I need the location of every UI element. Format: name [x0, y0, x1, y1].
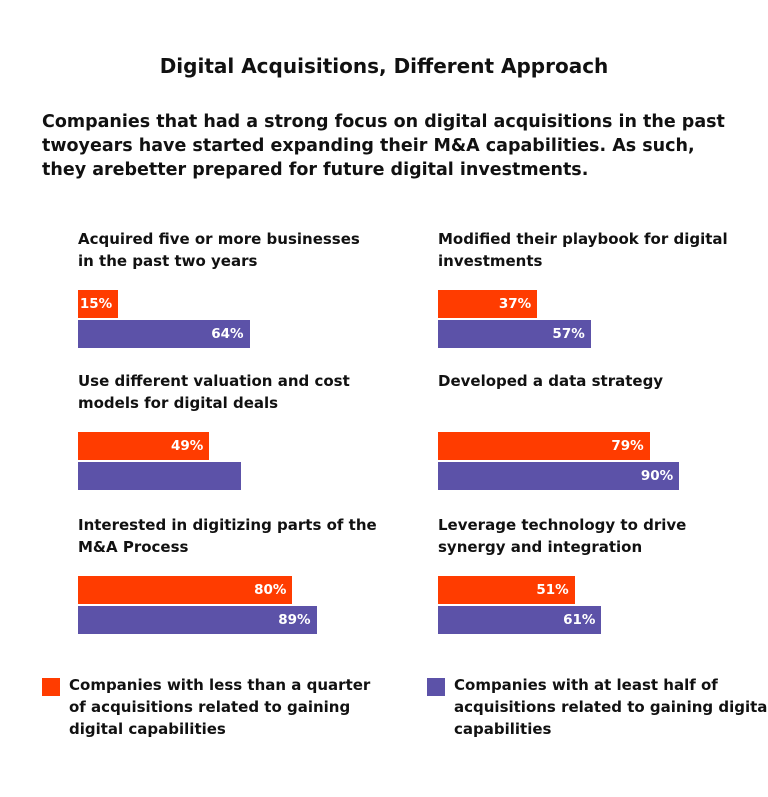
value-label: 89%: [278, 612, 311, 628]
chart-title: Digital Acquisitions, Different Approach: [159, 54, 609, 78]
legend-swatch: [42, 678, 60, 696]
bar: 57%: [438, 320, 591, 348]
panel-title: Interested in digitizing parts of the M&…: [78, 516, 377, 556]
bar: 80%: [78, 576, 293, 604]
bar: 61%: [438, 606, 602, 634]
bar: 89%: [78, 606, 317, 634]
value-label: 15%: [79, 296, 113, 312]
panel-title: Acquired five or more businesses in the …: [78, 230, 360, 270]
legend-label: Companies with less than a quarter of ac…: [69, 676, 371, 738]
panel-title: Modified their playbook for digital inve…: [438, 230, 728, 270]
bar: 79%: [438, 432, 650, 460]
legend-label: Companies with at least half of acquisit…: [454, 676, 768, 738]
value-label: 79%: [611, 438, 644, 454]
bar: 90%: [438, 462, 680, 490]
value-label: 64%: [211, 326, 244, 342]
legend-swatch: [427, 678, 445, 696]
bar: [78, 462, 242, 490]
bar: 37%: [438, 290, 538, 318]
panel-title: Leverage technology to drive synergy and…: [438, 516, 687, 556]
value-label: 61%: [563, 612, 596, 628]
bar: 64%: [78, 320, 250, 348]
chart-subtitle: Companies that had a strong focus on dig…: [42, 112, 725, 180]
value-label: 49%: [170, 438, 204, 454]
value-label: 51%: [536, 582, 569, 598]
panel-title: Use different valuation and cost models …: [78, 372, 350, 412]
value-label: 57%: [552, 326, 585, 342]
bar: 49%: [78, 432, 210, 460]
bar: 15%: [78, 290, 119, 318]
value-label: 80%: [254, 582, 287, 598]
value-label: 37%: [498, 296, 532, 312]
value-label: 90%: [640, 468, 674, 484]
panel-title: Developed a data strategy: [438, 372, 664, 390]
bar: 51%: [438, 576, 575, 604]
